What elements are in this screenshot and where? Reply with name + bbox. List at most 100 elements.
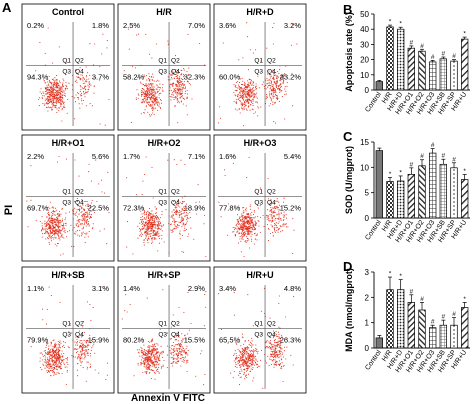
chart-c-sig-mark-3: * xyxy=(399,169,402,176)
flow-plot-8-quadrant-3-label: Q3 xyxy=(158,332,167,339)
chart-c-ytick-label-0: 0 xyxy=(365,214,370,223)
chart-c-bar-6 xyxy=(429,152,437,219)
chart-c-sig-mark-2: * xyxy=(389,171,392,178)
chart-b-ytick-label-0: 0 xyxy=(365,86,370,95)
chart-b-sig-mark-5: # xyxy=(420,43,424,50)
flow-plot-7-q1-percent: 1.1% xyxy=(27,284,44,293)
flow-plot-1-q3-percent: 94.3% xyxy=(27,73,49,82)
flow-plot-3-q4-percent: 33.2% xyxy=(280,73,302,82)
flow-plot-5-q2-percent: 7.1% xyxy=(188,152,205,161)
chart-b-bar-7 xyxy=(439,58,447,91)
flow-plot-8-quadrant-2-label: Q2 xyxy=(171,321,180,328)
chart-d-bar-3 xyxy=(397,289,405,349)
flow-plot-6-events xyxy=(218,155,295,258)
flow-plot-2-q1-percent: 2.5% xyxy=(123,21,140,30)
flow-plot-1-quadrant-4-label: Q4 xyxy=(75,69,84,76)
flow-plot-4-q1-percent: 2.2% xyxy=(27,152,44,161)
chart-c-sig-mark-9: * xyxy=(463,168,466,175)
flow-plot-7-quadrant-4-label: Q4 xyxy=(75,332,84,339)
flow-plot-8-events xyxy=(121,284,207,386)
flow-plot-4-frame xyxy=(21,134,115,262)
chart-c-bar-2 xyxy=(386,181,394,219)
chart-b-ytick-label-4: 40 xyxy=(360,25,369,34)
chart-b-sig-mark-2: * xyxy=(389,19,392,26)
chart-c-bar-5 xyxy=(418,165,426,219)
chart-d-ytick-label-0: 0 xyxy=(365,344,370,353)
flow-plot-7-q2-percent: 3.1% xyxy=(92,284,109,293)
chart-d-ytick-label-1: 1 xyxy=(365,319,370,328)
flow-plot-5-title: H/R+O2 xyxy=(148,138,181,148)
chart-d-bar-5 xyxy=(418,309,426,349)
chart-c-sig-mark-7: # xyxy=(442,153,446,160)
flow-plot-7-title: H/R+SB xyxy=(51,270,85,280)
flow-plot-5-quadrant-1-label: Q1 xyxy=(158,189,167,196)
flow-plot-2-quadrant-3-label: Q3 xyxy=(158,69,167,76)
chart-c-bar-1 xyxy=(375,150,383,219)
flow-plot-3: H/R+D 3.6% 3.2% 60.0% 33.2% Q1 Q2 Q3 Q4 xyxy=(213,3,307,131)
flow-plot-6-quadrant-1-label: Q1 xyxy=(254,189,263,196)
flow-plot-1: Control 0.2% 1.8% 94.3% 3.7% Q1 Q2 Q3 Q4 xyxy=(21,3,115,131)
chart-b-sig-mark-8: # xyxy=(452,53,456,60)
flow-plot-6-quadrant-4-label: Q4 xyxy=(267,200,276,207)
chart-c-sig-mark-6: # xyxy=(431,142,435,149)
flow-plot-3-quadrant-3-label: Q3 xyxy=(254,69,263,76)
chart-b-bar-5 xyxy=(418,50,426,91)
flow-plot-9-quadrant-3-label: Q3 xyxy=(254,332,263,339)
flow-plot-5: H/R+O2 1.7% 7.1% 72.3% 18.9% Q1 Q2 Q3 Q4 xyxy=(117,134,211,262)
flow-plot-6-frame xyxy=(213,134,307,262)
chart-d-bar-2 xyxy=(386,289,394,349)
flow-plot-6-q1-percent: 1.6% xyxy=(219,152,236,161)
flow-plot-9-q3-percent: 65.5% xyxy=(219,336,241,345)
chart-c-bar-9 xyxy=(461,179,469,219)
flow-plot-5-quadrant-4-label: Q4 xyxy=(171,200,180,207)
flow-plot-4-events xyxy=(26,155,110,256)
flow-plot-2: H/R 2.5% 7.0% 58.2% 32.3% Q1 Q2 Q3 Q4 xyxy=(117,3,211,131)
flow-plot-9-q4-percent: 26.3% xyxy=(280,336,302,345)
flow-plot-7-quadrant-2-label: Q2 xyxy=(75,321,84,328)
panel-label-b: B xyxy=(343,2,352,17)
chart-d-sig-mark-9: * xyxy=(463,296,466,303)
flow-cytometry-grid: Control 0.2% 1.8% 94.3% 3.7% Q1 Q2 Q3 Q4 H/R 2.5% 7… xyxy=(21,3,307,394)
chart-b-ytick-label-2: 20 xyxy=(360,56,369,65)
flow-plot-1-q1-percent: 0.2% xyxy=(27,21,44,30)
flow-plot-7-q3-percent: 79.9% xyxy=(27,336,49,345)
flow-plot-9-quadrant-4-label: Q4 xyxy=(267,332,276,339)
flow-plot-4-q3-percent: 69.7% xyxy=(27,204,49,213)
chart-c-bar-3 xyxy=(397,180,405,219)
chart-b-bar-4 xyxy=(407,47,415,91)
flow-plot-7-events xyxy=(30,286,109,385)
chart-c-y-axis-title: SOD (U/mgprot) xyxy=(344,146,354,214)
chart-d-bar-1 xyxy=(375,337,383,349)
flow-plot-3-quadrant-4-label: Q4 xyxy=(267,69,276,76)
chart-d-y-axis-title: MDA (nmol/mgprot) xyxy=(344,268,354,352)
chart-d-sig-mark-5: # xyxy=(420,296,424,303)
flow-plot-2-q3-percent: 58.2% xyxy=(123,73,145,82)
flow-x-axis-title: Annexin V FITC xyxy=(131,393,205,404)
chart-d-sig-mark-8: # xyxy=(452,311,456,318)
chart-b-bar-1 xyxy=(375,81,383,91)
chart-d-bar-8 xyxy=(450,324,458,349)
flow-plot-9-title: H/R+U xyxy=(246,270,273,280)
chart-b-sig-mark-6: # xyxy=(431,54,435,61)
flow-plot-8-quadrant-1-label: Q1 xyxy=(158,321,167,328)
chart-b-sig-mark-4: # xyxy=(410,39,414,46)
chart-d-bar-6 xyxy=(429,327,437,349)
flow-plot-7: H/R+SB 1.1% 3.1% 79.9% 15.9% Q1 Q2 Q3 Q4 xyxy=(21,266,115,394)
flow-plot-8-q4-percent: 15.5% xyxy=(184,336,206,345)
chart-d-sig-mark-4: # xyxy=(410,288,414,295)
chart-d-sig-mark-2: * xyxy=(389,271,392,278)
flow-plot-5-q3-percent: 72.3% xyxy=(123,204,145,213)
chart-b-ytick-label-5: 50 xyxy=(360,10,369,19)
panel-label-c: C xyxy=(343,129,353,144)
flow-plot-5-quadrant-3-label: Q3 xyxy=(158,200,167,207)
chart-d-bar-4 xyxy=(407,302,415,349)
flow-plot-7-quadrant-3-label: Q3 xyxy=(62,332,71,339)
flow-plot-2-quadrant-1-label: Q1 xyxy=(158,58,167,65)
flow-plot-8-quadrant-4-label: Q4 xyxy=(171,332,180,339)
flow-plot-1-q4-percent: 3.7% xyxy=(92,73,109,82)
flow-plot-1-quadrant-2-label: Q2 xyxy=(75,58,84,65)
flow-plot-4-quadrant-4-label: Q4 xyxy=(75,200,84,207)
flow-plot-3-q3-percent: 60.0% xyxy=(219,73,241,82)
